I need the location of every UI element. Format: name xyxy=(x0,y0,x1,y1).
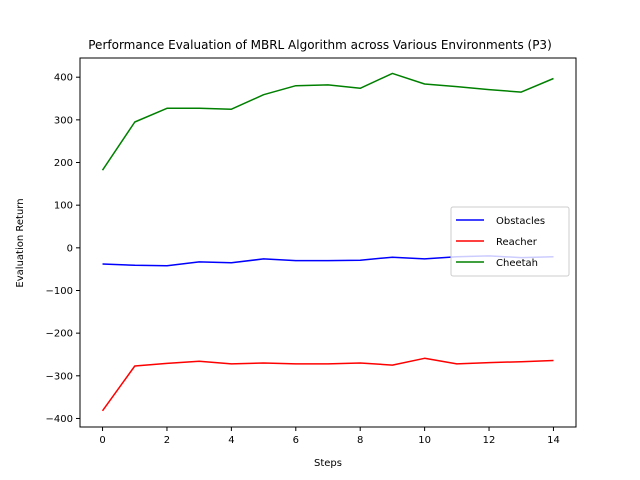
y-tick-label: −200 xyxy=(46,329,73,340)
y-tick-label: −100 xyxy=(46,286,73,297)
series-line-reacher xyxy=(101,357,554,412)
x-axis-label: Steps xyxy=(314,458,342,469)
plot-frame xyxy=(79,57,577,428)
chart-title: Performance Evaluation of MBRL Algorithm… xyxy=(88,38,552,52)
series-line-cheetah xyxy=(101,72,554,171)
x-tick-label: 10 xyxy=(418,435,431,446)
y-tick-label: 400 xyxy=(54,73,73,84)
x-tick-label: 14 xyxy=(547,435,560,446)
legend-label-cheetah: Cheetah xyxy=(496,258,538,269)
y-axis-label: Evaluation Return xyxy=(15,198,26,287)
x-axis: 0 2 4 6 8 10 12 14 xyxy=(99,427,560,446)
y-tick-label: −400 xyxy=(46,414,73,425)
legend-label-reacher: Reacher xyxy=(496,237,538,248)
y-axis: −400 −300 −200 −100 0 100 200 300 400 xyxy=(46,73,80,425)
x-tick-label: 8 xyxy=(357,435,363,446)
y-tick-label: 200 xyxy=(54,158,73,169)
x-tick-label: 12 xyxy=(483,435,496,446)
legend: Obstacles Reacher Cheetah xyxy=(450,206,570,277)
legend-label-obstacles: Obstacles xyxy=(496,216,545,227)
y-tick-label: −300 xyxy=(46,371,73,382)
y-tick-label: 100 xyxy=(54,201,73,212)
legend-box xyxy=(450,206,570,277)
x-tick-label: 4 xyxy=(228,435,234,446)
y-tick-label: 300 xyxy=(54,115,73,126)
x-tick-label: 6 xyxy=(293,435,299,446)
x-tick-label: 2 xyxy=(164,435,170,446)
y-tick-label: 0 xyxy=(67,243,73,254)
x-tick-label: 0 xyxy=(99,435,105,446)
